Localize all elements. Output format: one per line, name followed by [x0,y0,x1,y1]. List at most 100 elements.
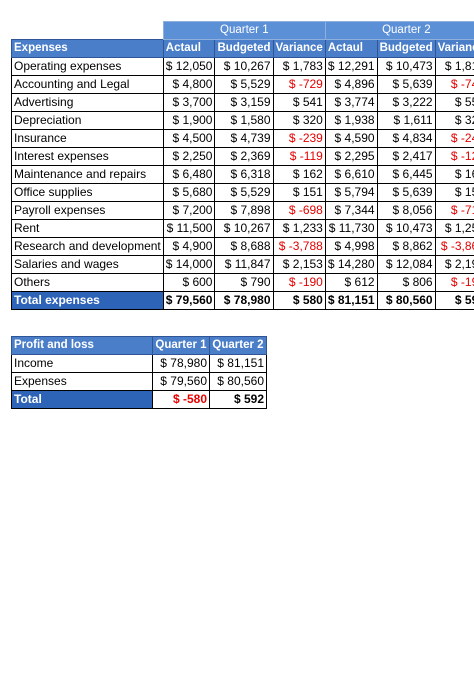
table-cell[interactable]: $ 5,529 [214,183,274,202]
table-cell[interactable]: $ 14,280 [324,255,378,274]
table-cell[interactable]: $ 4,739 [214,129,274,148]
table-cell[interactable]: $ -190 [272,273,326,292]
table-cell[interactable]: $ 162 [272,165,326,184]
table-cell[interactable]: $ -3,864 [434,237,474,256]
row-label[interactable]: Others [11,273,164,292]
table-cell[interactable]: $ -3,788 [272,237,326,256]
table-cell[interactable]: $ 5,639 [376,183,436,202]
table-cell[interactable]: $ 600 [162,273,216,292]
table-cell[interactable]: $ 7,200 [162,201,216,220]
col-header-q2-actual[interactable]: Actaul [324,39,378,58]
table-cell[interactable]: $ 5,680 [162,183,216,202]
table-cell[interactable]: $ 6,445 [376,165,436,184]
table-cell[interactable]: $ 7,898 [214,201,274,220]
pl-col-quarter-1[interactable]: Quarter 1 [152,336,210,355]
table-cell[interactable]: $ 151 [272,183,326,202]
table-cell[interactable]: $ 4,900 [162,237,216,256]
row-label[interactable]: Salaries and wages [11,255,164,274]
table-cell[interactable]: $ 3,700 [162,93,216,112]
table-cell[interactable]: $ 327 [434,111,474,130]
table-cell[interactable]: $ 2,250 [162,147,216,166]
table-cell[interactable]: $ 80,560 [209,372,267,391]
total-q1-actual[interactable]: $ 79,560 [162,291,216,310]
expenses-header[interactable]: Expenses [11,39,164,58]
table-cell[interactable]: $ 1,257 [434,219,474,238]
table-cell[interactable]: $ 4,800 [162,75,216,94]
table-cell[interactable]: $ 78,980 [152,354,210,373]
table-cell[interactable]: $ 4,500 [162,129,216,148]
table-cell[interactable]: $ 4,998 [324,237,378,256]
table-cell[interactable]: $ 12,084 [376,255,436,274]
quarter-1-header[interactable]: Quarter 1 [162,21,326,40]
table-cell[interactable]: $ -712 [434,201,474,220]
table-cell[interactable]: $ 8,862 [376,237,436,256]
total-q2-variance[interactable]: $ 592 [434,291,474,310]
table-cell[interactable]: $ 4,896 [324,75,378,94]
row-label[interactable]: Operating expenses [11,57,164,76]
table-cell[interactable]: $ -119 [272,147,326,166]
table-cell[interactable]: $ 8,056 [376,201,436,220]
table-cell[interactable]: $ 1,900 [162,111,216,130]
row-label[interactable]: Insurance [11,129,164,148]
table-cell[interactable]: $ 1,818 [434,57,474,76]
table-cell[interactable]: $ 5,794 [324,183,378,202]
row-label[interactable]: Advertising [11,93,164,112]
table-cell[interactable]: $ 10,267 [214,57,274,76]
col-header-q1-budgeted[interactable]: Budgeted [214,39,274,58]
table-cell[interactable]: $ 552 [434,93,474,112]
table-cell[interactable]: $ 8,688 [214,237,274,256]
table-cell[interactable]: $ 12,291 [324,57,378,76]
table-cell[interactable]: $ -122 [434,147,474,166]
row-label[interactable]: Rent [11,219,164,238]
pl-total-label[interactable]: Total [11,390,153,409]
table-cell[interactable]: $ 1,938 [324,111,378,130]
pl-header[interactable]: Profit and loss [11,336,153,355]
table-cell[interactable]: $ 154 [434,183,474,202]
row-label[interactable]: Accounting and Legal [11,75,164,94]
table-cell[interactable]: $ 11,847 [214,255,274,274]
table-cell[interactable]: $ 5,639 [376,75,436,94]
table-cell[interactable]: $ 2,369 [214,147,274,166]
table-cell[interactable]: $ 7,344 [324,201,378,220]
row-label[interactable]: Research and development [11,237,164,256]
table-cell[interactable]: $ 10,473 [376,219,436,238]
row-label[interactable]: Interest expenses [11,147,164,166]
table-cell[interactable]: $ 1,611 [376,111,436,130]
table-cell[interactable]: $ 1,233 [272,219,326,238]
table-cell[interactable]: $ 14,000 [162,255,216,274]
table-cell[interactable]: $ 3,774 [324,93,378,112]
table-cell[interactable]: $ 6,318 [214,165,274,184]
table-cell[interactable]: $ 790 [214,273,274,292]
row-label[interactable]: Maintenance and repairs [11,165,164,184]
table-cell[interactable]: $ 10,267 [214,219,274,238]
table-cell[interactable]: $ -698 [272,201,326,220]
row-label[interactable]: Payroll expenses [11,201,164,220]
table-cell[interactable]: $ 79,560 [152,372,210,391]
row-label[interactable]: Income [11,354,153,373]
table-cell[interactable]: $ 612 [324,273,378,292]
table-cell[interactable]: $ 2,196 [434,255,474,274]
row-label[interactable]: Office supplies [11,183,164,202]
table-cell[interactable]: $ 806 [376,273,436,292]
table-cell[interactable]: $ 5,529 [214,75,274,94]
total-q2-actual[interactable]: $ 81,151 [324,291,378,310]
table-cell[interactable]: $ 3,159 [214,93,274,112]
table-cell[interactable]: $ 4,590 [324,129,378,148]
table-cell[interactable]: $ -244 [434,129,474,148]
table-cell[interactable]: $ 541 [272,93,326,112]
row-label[interactable]: Expenses [11,372,153,391]
table-cell[interactable]: $ 1,783 [272,57,326,76]
table-cell[interactable]: $ 12,050 [162,57,216,76]
table-cell[interactable]: $ 81,151 [209,354,267,373]
quarter-2-header[interactable]: Quarter 2 [324,21,474,40]
table-cell[interactable]: $ 3,222 [376,93,436,112]
table-cell[interactable]: $ 165 [434,165,474,184]
pl-total-q1[interactable]: $ -580 [152,390,210,409]
col-header-q2-variance[interactable]: Variance [434,39,474,58]
table-cell[interactable]: $ 6,610 [324,165,378,184]
col-header-q1-variance[interactable]: Variance [272,39,326,58]
total-expenses-label[interactable]: Total expenses [11,291,164,310]
col-header-q2-budgeted[interactable]: Budgeted [376,39,436,58]
table-cell[interactable]: $ -194 [434,273,474,292]
table-cell[interactable]: $ -239 [272,129,326,148]
